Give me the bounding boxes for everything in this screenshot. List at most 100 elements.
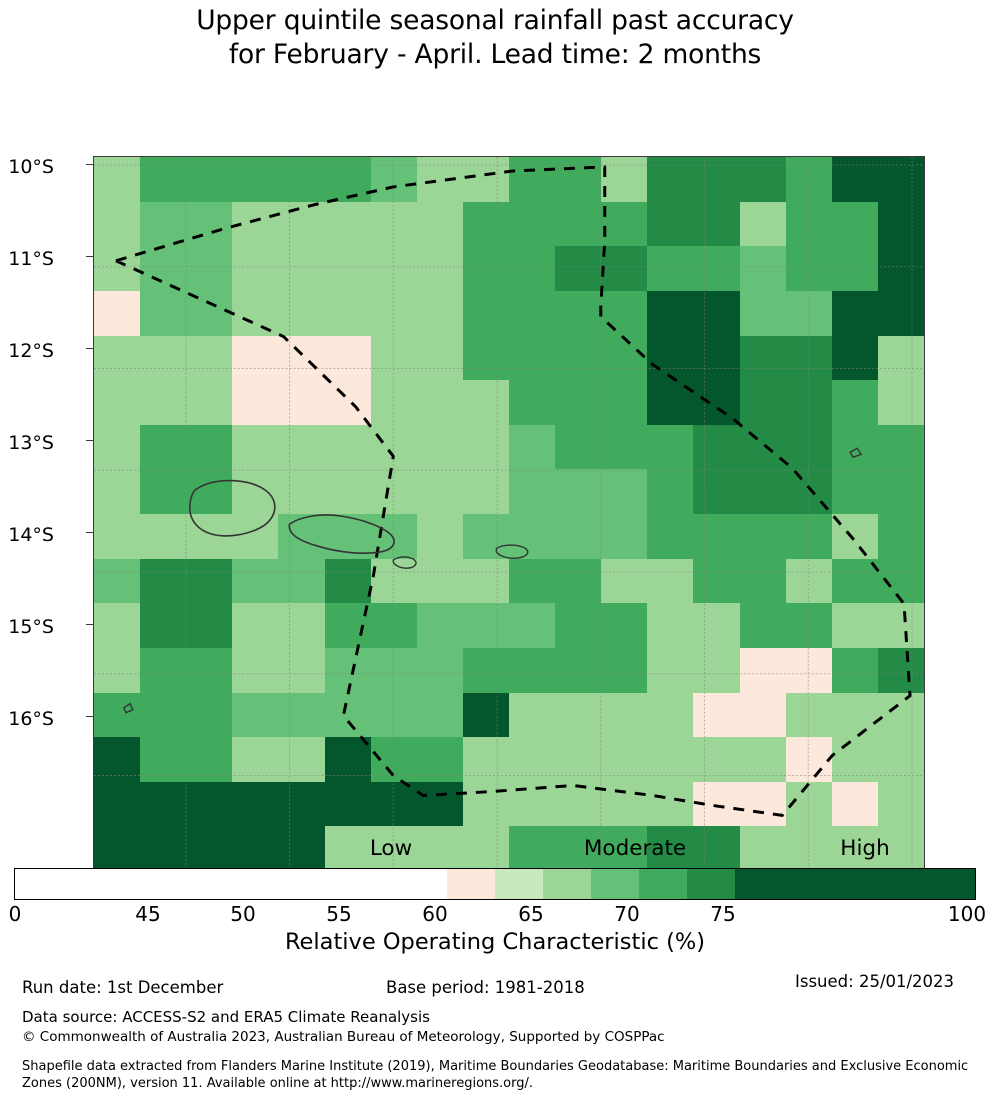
heatmap-cell [278, 737, 325, 782]
heatmap-cell [647, 781, 694, 827]
heatmap-cell [555, 157, 602, 202]
heatmap-cell [739, 603, 786, 648]
heatmap-cell [186, 157, 233, 202]
footer-metadata-row: Run date: 1st December Base period: 1981… [0, 972, 990, 1004]
heatmap-cell [140, 647, 187, 693]
heatmap-cell [278, 201, 325, 247]
heatmap-cell [739, 424, 786, 470]
heatmap-cell [278, 692, 325, 738]
heatmap-cell [324, 603, 371, 648]
heatmap-cell [186, 514, 233, 559]
heatmap-cell [462, 514, 509, 559]
chart-title: Upper quintile seasonal rainfall past ac… [0, 0, 990, 72]
heatmap-cell [785, 380, 832, 425]
heatmap-cell [739, 647, 786, 693]
heatmap-cell [140, 157, 187, 202]
heatmap-cell [877, 558, 924, 604]
colorbar-category-moderate: Moderate [583, 836, 687, 861]
heatmap-cell [186, 335, 233, 381]
colorbar-swatch-65-70 [639, 869, 687, 899]
heatmap-cell [647, 692, 694, 738]
colorbar-tick-60: 60 [422, 902, 448, 926]
colorbar-swatch-0-45 [15, 869, 447, 899]
heatmap-cell [508, 826, 556, 871]
heatmap-cell [877, 737, 924, 782]
heatmap-cell [186, 424, 233, 470]
chart-title-line-1: Upper quintile seasonal rainfall past ac… [196, 5, 794, 36]
heatmap-cell [416, 826, 463, 871]
heatmap-cell [324, 558, 371, 604]
heatmap-cell [370, 290, 417, 336]
heatmap-cell [94, 781, 141, 827]
heatmap-cell [555, 201, 602, 247]
heatmap-cell [140, 826, 187, 871]
heatmap-cell [739, 201, 786, 247]
heatmap-cell [140, 246, 187, 291]
heatmap-cell [186, 647, 233, 693]
heatmap-cell [416, 246, 463, 291]
heatmap-cell [508, 246, 556, 291]
heatmap-cell [555, 737, 602, 782]
heatmap-cell [416, 424, 463, 470]
heatmap-cell [555, 826, 602, 871]
heatmap-cell [278, 558, 325, 604]
chart-title-line-2: for February - April. Lead time: 2 month… [228, 39, 762, 70]
heatmap-cell [370, 246, 417, 291]
colorbar-swatch-45-50 [447, 869, 495, 899]
heatmap-cell [785, 647, 832, 693]
heatmap-cell [877, 246, 924, 291]
heatmap-cell [462, 157, 509, 202]
heatmap-cell [140, 737, 187, 782]
heatmap-cell [877, 692, 924, 738]
heatmap-cell [94, 157, 141, 202]
heatmap-cell [370, 201, 417, 247]
heatmap-cell [462, 781, 509, 827]
heatmap-cell [94, 826, 141, 871]
heatmap-cell [877, 647, 924, 693]
heatmap-cell [186, 469, 233, 514]
heatmap-cell [94, 201, 141, 247]
heatmap-cell [186, 201, 233, 247]
heatmap-cell [278, 380, 325, 425]
heatmap-cell [462, 826, 509, 871]
heatmap-cell [601, 603, 648, 648]
heatmap-cell [370, 781, 417, 827]
heatmap-cell [877, 514, 924, 559]
heatmap-cell [186, 290, 233, 336]
map-plot-area [93, 156, 925, 872]
heatmap-cell [877, 603, 924, 648]
heatmap-cell [278, 424, 325, 470]
colorbar-tick-100: 100 [947, 902, 987, 926]
heatmap-cell [140, 424, 187, 470]
heatmap-cell [186, 246, 233, 291]
heatmap-cell [94, 246, 141, 291]
heatmap-cell [232, 647, 279, 693]
heatmap-cell [693, 290, 740, 336]
heatmap-cell [693, 157, 740, 202]
colorbar-swatch-50-55 [495, 869, 543, 899]
heatmap-cell [462, 692, 509, 738]
heatmap-cell [508, 469, 556, 514]
heatmap-cell [831, 380, 878, 425]
heatmap-cell [508, 335, 556, 381]
heatmap-cell [324, 469, 371, 514]
y-tick-label-16S: 16°S [8, 708, 54, 730]
footer-data-source: Data source: ACCESS-S2 and ERA5 Climate … [22, 1008, 430, 1026]
figure-footer: Run date: 1st December Base period: 1981… [0, 972, 990, 1091]
heatmap-cell [324, 424, 371, 470]
heatmap-cell [831, 603, 878, 648]
heatmap-cell [416, 647, 463, 693]
heatmap-cell [555, 647, 602, 693]
heatmap-cell [785, 424, 832, 470]
heatmap-cell [232, 781, 279, 827]
heatmap-cell [785, 781, 832, 827]
heatmap-cell [416, 781, 463, 827]
heatmap-cell [647, 647, 694, 693]
heatmap-cell [831, 424, 878, 470]
heatmap-cell [324, 647, 371, 693]
heatmap-cell [140, 514, 187, 559]
heatmap-cell [555, 335, 602, 381]
heatmap-cell [739, 335, 786, 381]
colorbar-tick-0: 0 [8, 902, 22, 926]
heatmap-cell [508, 424, 556, 470]
